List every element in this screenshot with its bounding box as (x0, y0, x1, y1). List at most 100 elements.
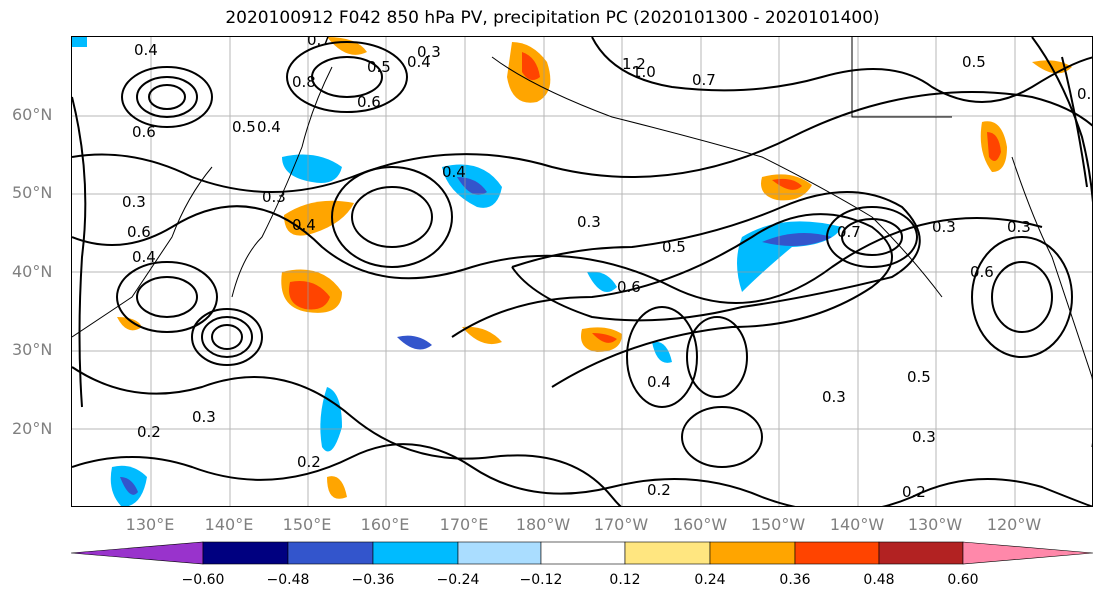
colorbar-tick-label: 0.36 (779, 572, 810, 588)
contour-label: 0.7 (307, 37, 331, 49)
contour-label: 0.4 (647, 373, 671, 391)
lon-label: 130°W (908, 515, 962, 534)
contour-label: 0.5 (907, 368, 931, 386)
pv-contour (137, 77, 197, 117)
colorbar-tick-label: −0.12 (520, 572, 563, 588)
lon-label: 170°W (594, 515, 648, 534)
contour-label: 0.4 (257, 118, 281, 136)
colorbar-segment (963, 542, 1093, 564)
contour-label: 0.6 (357, 93, 381, 111)
graticule (72, 37, 1093, 507)
precip-negative-area (282, 155, 342, 183)
lon-label: 170°E (440, 515, 489, 534)
precip-positive-area (327, 476, 347, 499)
precip-negative-area (397, 336, 432, 350)
contour-label: 0.5 (662, 238, 686, 256)
lat-label: 60°N (12, 105, 72, 124)
coastlines (72, 37, 1093, 447)
precip-negative-area (72, 37, 87, 47)
precip-negative-area (737, 221, 842, 292)
colorbar-tick-label: 0.24 (694, 572, 725, 588)
contour-label: 0.3 (577, 213, 601, 231)
lat-label: 40°N (12, 262, 72, 281)
lon-label: 150°W (751, 515, 805, 534)
contour-labels: 0.4 0.7 0.3 0.4 0.5 0.8 0.6 0.5 0.4 0.6 … (122, 37, 1093, 501)
contour-label: 0.4 (407, 53, 431, 71)
colorbar-tick-label: −0.60 (182, 572, 225, 588)
contour-label: 0.5 (232, 118, 256, 136)
contour-label: 0.5 (367, 58, 391, 76)
contour-label: 0.6 (1077, 85, 1093, 103)
precip-positive-area (327, 37, 367, 55)
contour-label: 0.3 (122, 193, 146, 211)
lat-label: 30°N (12, 340, 72, 359)
contour-label: 0.3 (1007, 218, 1031, 236)
pv-contour (212, 325, 242, 349)
contour-label: 0.3 (262, 188, 286, 206)
lon-label: 160°E (361, 515, 410, 534)
pv-contour (137, 277, 197, 317)
contour-label: 0.2 (137, 423, 161, 441)
contour-label: 0.4 (134, 41, 158, 59)
colorbar-segment (879, 542, 963, 564)
pv-contour (972, 237, 1072, 357)
lon-label: 140°E (205, 515, 254, 534)
pv-contour (682, 407, 762, 467)
colorbar-segment (71, 542, 203, 564)
lon-label: 120°W (987, 515, 1041, 534)
colorbar-tick-label: 0.60 (947, 572, 978, 588)
contour-label: 0.3 (822, 388, 846, 406)
colorbar-segment (541, 542, 625, 564)
contour-label: 0.4 (292, 216, 316, 234)
colorbar-segment (203, 542, 288, 564)
pv-contour (72, 92, 1093, 192)
colorbar-segments (71, 542, 1093, 564)
lat-label: 20°N (12, 419, 72, 438)
contour-label: 0.4 (442, 163, 466, 181)
pv-contour (149, 85, 185, 109)
contour-label: 0.6 (132, 123, 156, 141)
contour-label: 0.2 (297, 453, 321, 471)
lon-label: 140°W (830, 515, 884, 534)
contour-label: 0.7 (692, 71, 716, 89)
contour-label: 0.6 (617, 278, 641, 296)
pv-contour (352, 187, 432, 247)
lon-label: 180°W (516, 515, 570, 534)
precip-positive-area (462, 327, 502, 344)
pv-contour (332, 167, 452, 267)
colorbar-segment (373, 542, 458, 564)
coastline (852, 37, 952, 117)
colorbar-segment (288, 542, 373, 564)
pv-contour (592, 37, 1093, 102)
pv-contour (72, 97, 85, 407)
colorbar-segment (625, 542, 710, 564)
colorbar-tick-label: −0.24 (437, 572, 480, 588)
lon-label: 130°E (126, 515, 175, 534)
precip-negative-area (587, 272, 617, 292)
contour-label: 0.2 (647, 481, 671, 499)
map-canvas: 0.4 0.7 0.3 0.4 0.5 0.8 0.6 0.5 0.4 0.6 … (72, 37, 1093, 507)
colorbar-segment (795, 542, 879, 564)
lat-label: 50°N (12, 183, 72, 202)
contour-label: 0.8 (292, 73, 316, 91)
colorbar-tick-label: −0.36 (352, 572, 395, 588)
contour-label: 0.6 (127, 223, 151, 241)
contour-label: 0.4 (132, 248, 156, 266)
contour-label: 0.2 (902, 483, 926, 501)
contour-label: 1.0 (632, 63, 656, 81)
colorbar (71, 541, 1095, 565)
contour-label: 0.3 (932, 218, 956, 236)
contour-label: 0.5 (962, 53, 986, 71)
contour-label: 0.3 (912, 428, 936, 446)
map-panel: 0.4 0.7 0.3 0.4 0.5 0.8 0.6 0.5 0.4 0.6 … (71, 36, 1093, 507)
contour-label: 0.7 (837, 223, 861, 241)
colorbar-tick-label: −0.48 (267, 572, 310, 588)
colorbar-segment (458, 542, 541, 564)
contour-label: 0.6 (970, 263, 994, 281)
lon-label: 160°W (673, 515, 727, 534)
contour-label: 0.3 (192, 408, 216, 426)
colorbar-tick-label: 0.48 (863, 572, 894, 588)
lon-label: 150°E (283, 515, 332, 534)
pv-contour (1062, 57, 1087, 187)
pv-contour (72, 444, 1093, 507)
